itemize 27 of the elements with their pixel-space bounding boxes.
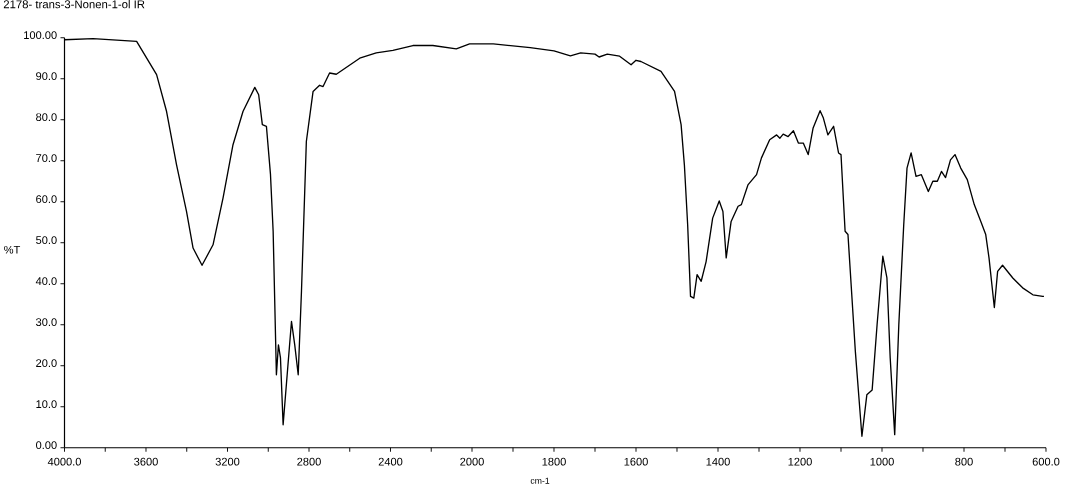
y-tick-label: 50.0: [36, 236, 57, 245]
y-tick-label: 70.0: [36, 154, 57, 163]
x-axis-title: cm-1: [530, 477, 550, 484]
x-tick-label: 2000: [460, 457, 484, 466]
y-tick-label: 0.00: [36, 441, 57, 450]
x-tick-label: 4000.0: [47, 457, 81, 466]
chart-title: 2178- trans-3-Nonen-1-ol IR: [3, 0, 145, 9]
y-tick-label: 80.0: [36, 113, 57, 122]
y-axis-title: %T: [4, 246, 21, 254]
y-tick-label: 20.0: [36, 359, 57, 368]
y-tick-label: 60.0: [36, 195, 57, 204]
x-tick-label: 1400: [706, 457, 730, 466]
x-tick-label: 1000: [870, 457, 894, 466]
x-tick-label: 3600: [134, 457, 158, 466]
x-tick-label: 600.0: [1032, 457, 1060, 466]
x-tick-label: 1200: [788, 457, 812, 466]
y-tick-label: 40.0: [35, 277, 57, 286]
y-tick-label: 100.00: [24, 31, 57, 40]
x-tick-label: 2400: [378, 457, 403, 466]
x-tick-label: 3200: [215, 457, 240, 466]
x-tick-label: 2800: [297, 457, 321, 466]
x-tick-label: 800: [955, 457, 973, 466]
x-tick-label: 1600: [624, 457, 648, 466]
y-tick-label: 30.0: [36, 318, 57, 327]
x-tick-label: 1800: [542, 457, 566, 466]
y-tick-label: 10.0: [36, 400, 57, 409]
y-tick-label: 90.0: [36, 72, 57, 81]
